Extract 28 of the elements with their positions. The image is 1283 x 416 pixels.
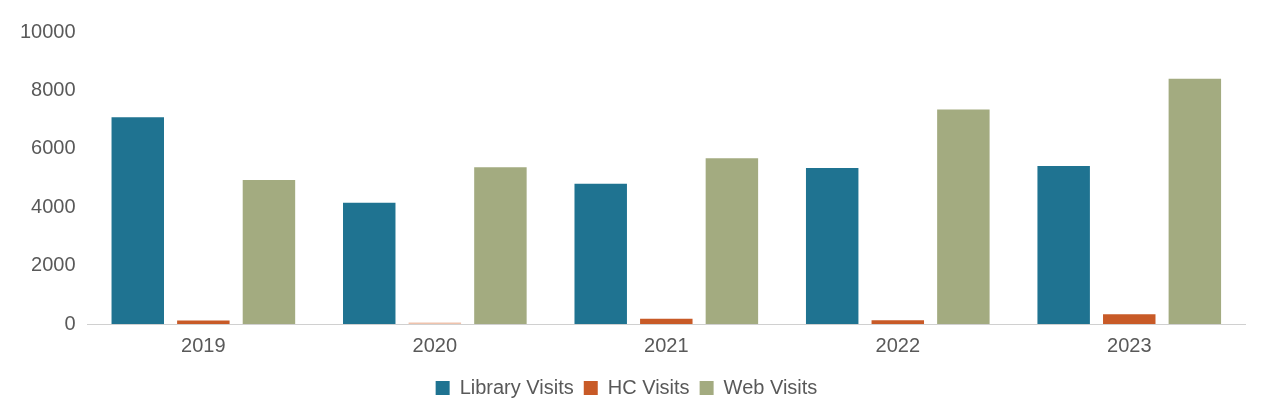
bar bbox=[1168, 78, 1222, 324]
bar bbox=[111, 117, 164, 324]
bar bbox=[574, 183, 627, 324]
bar bbox=[242, 180, 296, 324]
bar bbox=[705, 158, 759, 324]
x-tick-label: 2022 bbox=[875, 333, 921, 356]
bar bbox=[1103, 314, 1156, 324]
bar bbox=[805, 168, 859, 324]
bar bbox=[177, 320, 230, 324]
y-tick-label: 0 bbox=[64, 311, 76, 334]
x-tick-label: 2021 bbox=[644, 333, 689, 356]
bar bbox=[937, 109, 990, 324]
bar bbox=[1037, 166, 1090, 324]
y-tick-label: 2000 bbox=[31, 253, 76, 276]
bar bbox=[640, 318, 693, 324]
y-tick-label: 10000 bbox=[19, 19, 76, 42]
x-tick-label: 2023 bbox=[1107, 333, 1152, 356]
bar bbox=[871, 320, 925, 324]
legend-label: Library Visits bbox=[459, 375, 574, 398]
legend-label: Web Visits bbox=[723, 375, 818, 398]
bar bbox=[343, 202, 396, 324]
x-tick-label: 2019 bbox=[181, 333, 226, 356]
y-tick-label: 4000 bbox=[31, 194, 76, 217]
x-tick-label: 2020 bbox=[412, 333, 458, 356]
y-tick-label: 8000 bbox=[31, 77, 76, 100]
legend-label: HC Visits bbox=[607, 375, 690, 398]
y-tick-label: 6000 bbox=[31, 136, 76, 159]
bar bbox=[474, 167, 527, 324]
